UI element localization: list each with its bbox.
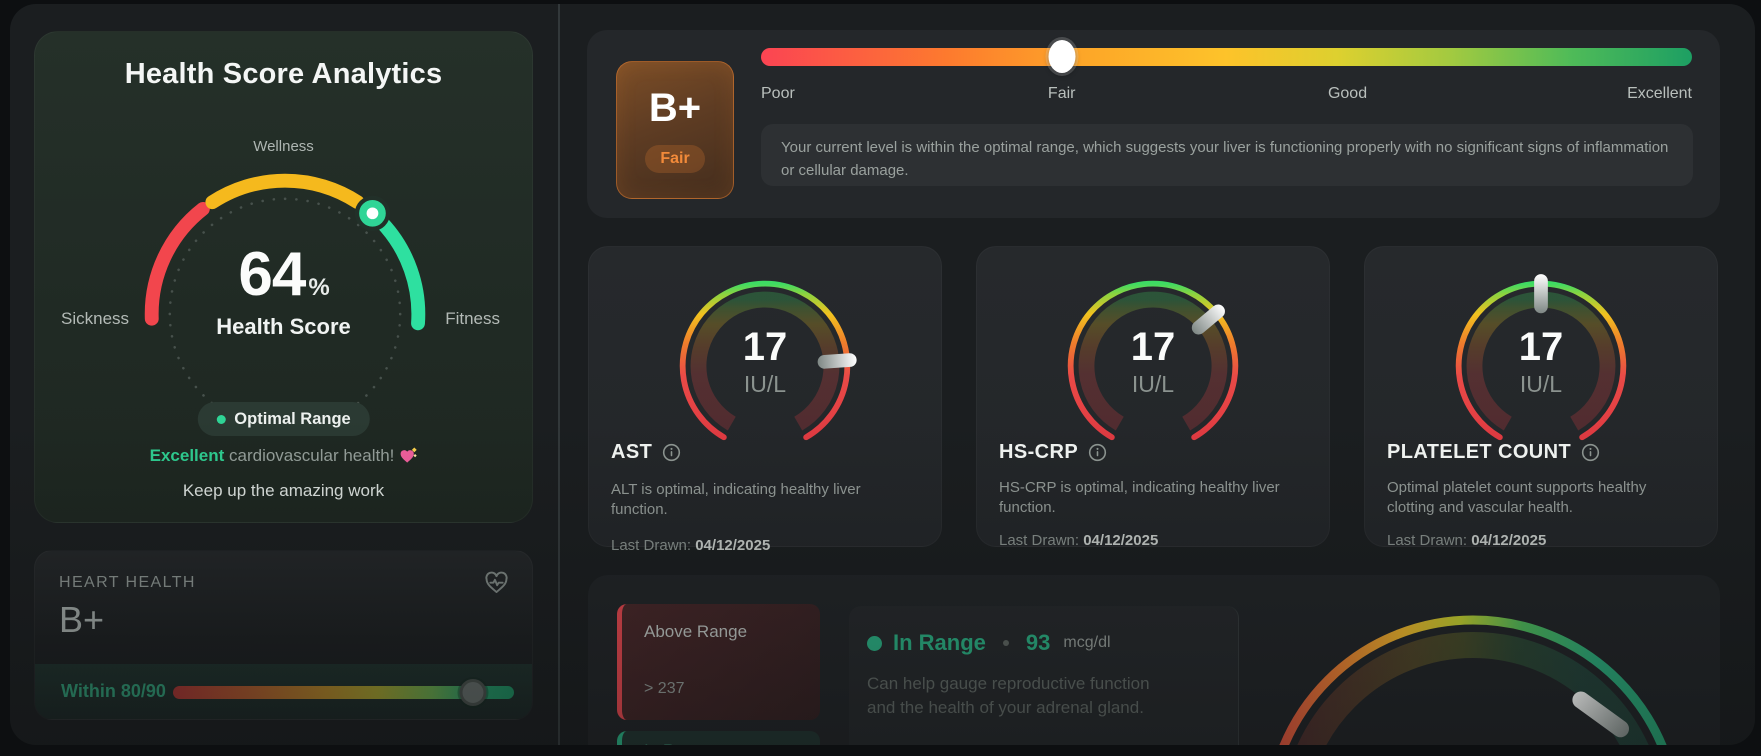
- in-range-dot-icon: [867, 635, 882, 651]
- scale-label-fair: Fair: [1047, 85, 1076, 102]
- hormone-gauge: [1279, 615, 1667, 745]
- gauge-amber-arc: [205, 173, 365, 210]
- info-icon[interactable]: [1581, 443, 1600, 462]
- info-icon[interactable]: [1088, 443, 1107, 462]
- ast-needle: [817, 353, 857, 369]
- metric-card-ast: 17 IU/L AST ALT is optimal, indicating h…: [588, 246, 942, 554]
- heart-card-title: HEART HEALTH: [59, 574, 196, 591]
- heart-range-row: Within 80/90: [35, 664, 532, 719]
- separator-dot-icon: [1002, 640, 1009, 646]
- health-message: Excellent cardiovascular health!: [35, 446, 532, 466]
- in-range-unit: mcg/dl: [1063, 634, 1111, 651]
- metric-card-hscrp: 17 IU/L HS-CRP HS-CRP is optimal, indica…: [976, 246, 1330, 549]
- level-scale-thumb[interactable]: [1048, 40, 1076, 73]
- platelet-unit: IU/L: [1519, 371, 1563, 397]
- health-score-card: Health Score Analytics Wellness 64% Heal…: [34, 31, 533, 523]
- column-divider: [558, 4, 560, 745]
- grade-tile: B+ Fair: [616, 61, 734, 199]
- hscrp-title: HS-CRP: [999, 441, 1079, 463]
- health-message-rest: cardiovascular health!: [224, 446, 395, 465]
- heart-grade: B+: [59, 599, 105, 640]
- gauge-red-arc: [144, 202, 210, 326]
- in-range-status-panel: In Range 93 mcg/dl Can help gauge reprod…: [849, 606, 1239, 745]
- ast-title: AST: [611, 441, 653, 463]
- app-window: Health Score Analytics Wellness 64% Heal…: [10, 4, 1755, 745]
- gauge-green-arc: [375, 216, 426, 331]
- gauge-top-label: Wellness: [253, 138, 314, 155]
- ast-value: 17: [742, 325, 788, 369]
- gauge-right-label: Fitness: [445, 309, 500, 328]
- health-message-highlight: Excellent: [149, 446, 225, 465]
- info-icon[interactable]: [662, 443, 681, 462]
- green-dot-icon: [216, 414, 226, 424]
- level-scale-bar[interactable]: [761, 48, 1692, 66]
- ast-unit: IU/L: [743, 371, 787, 397]
- ast-description: ALT is optimal, indicating healthy liver…: [611, 481, 861, 519]
- ast-gauge: 17 IU/L: [611, 271, 919, 441]
- hscrp-needle: [1191, 304, 1225, 335]
- heart-range-slider[interactable]: [173, 678, 514, 706]
- metric-card-platelet: 17 IU/L PLATELET COUNT Optimal platelet …: [1364, 246, 1718, 549]
- platelet-needle: [1534, 274, 1548, 314]
- hscrp-value: 17: [1130, 325, 1176, 369]
- heart-pulse-icon: [485, 571, 508, 594]
- hscrp-gauge: 17 IU/L: [999, 271, 1307, 441]
- scale-label-excellent: Excellent: [1627, 85, 1692, 102]
- level-scale-card: B+ Fair Poor Fair Good Excellent Your cu…: [587, 30, 1720, 218]
- heart-range-label: Within 80/90: [61, 681, 166, 701]
- level-description: Your current level is within the optimal…: [761, 124, 1693, 186]
- heart-health-card[interactable]: HEART HEALTH B+ Within 80/90: [34, 550, 533, 720]
- health-score-gauge: [144, 173, 426, 431]
- sparkling-heart-icon: [400, 447, 418, 463]
- platelet-value: 17: [1518, 325, 1564, 369]
- level-scale-zone: Poor Fair Good Excellent: [761, 30, 1692, 140]
- platelet-gauge: 17 IU/L: [1387, 271, 1695, 441]
- scale-label-good: Good: [1327, 85, 1368, 102]
- gauge-left-label: Sickness: [61, 309, 130, 328]
- heart-slider-track[interactable]: [173, 686, 514, 699]
- status-badge: Optimal Range: [197, 402, 370, 436]
- health-score-unit: %: [308, 274, 329, 301]
- hscrp-description: HS-CRP is optimal, indicating healthy li…: [999, 479, 1280, 517]
- ast-last-drawn: Last Drawn: 04/12/2025: [611, 536, 771, 554]
- in-range-box: In Range: [617, 731, 820, 745]
- hscrp-unit: IU/L: [1131, 371, 1175, 397]
- heart-slider-thumb[interactable]: [459, 679, 487, 706]
- grade-label-badge: Fair: [645, 145, 705, 173]
- health-submessage: Keep up the amazing work: [182, 481, 385, 500]
- above-range-box: Above Range > 237: [617, 604, 820, 720]
- page-title: Health Score Analytics: [124, 58, 443, 90]
- platelet-last-drawn: Last Drawn: 04/12/2025: [1387, 531, 1547, 549]
- health-score-caption: Health Score: [216, 314, 351, 339]
- in-range-status-label: In Range: [893, 630, 986, 655]
- gauge-center: 64% Health Score: [35, 244, 532, 340]
- grade-value: B+: [648, 86, 702, 130]
- above-range-label: Above Range: [644, 622, 748, 641]
- platelet-title: PLATELET COUNT: [1387, 441, 1572, 463]
- platelet-description: Optimal platelet count supports healthy …: [1387, 479, 1647, 517]
- in-range-box-label: In Range: [644, 741, 820, 745]
- health-score-value: 64%: [238, 240, 329, 309]
- hscrp-last-drawn: Last Drawn: 04/12/2025: [999, 531, 1159, 549]
- hormone-needle: [1572, 691, 1630, 738]
- hormone-range-card: Above Range > 237 In Range In Range 93 m…: [588, 575, 1720, 745]
- in-range-description: Can help gauge reproductive function and…: [867, 674, 1150, 717]
- metric-cards-row: 17 IU/L AST ALT is optimal, indicating h…: [588, 246, 1720, 554]
- in-range-value: 93: [1025, 630, 1051, 655]
- gauge-marker-dot-center: [366, 207, 379, 220]
- scale-label-poor: Poor: [761, 85, 795, 102]
- above-range-value: > 237: [644, 680, 685, 697]
